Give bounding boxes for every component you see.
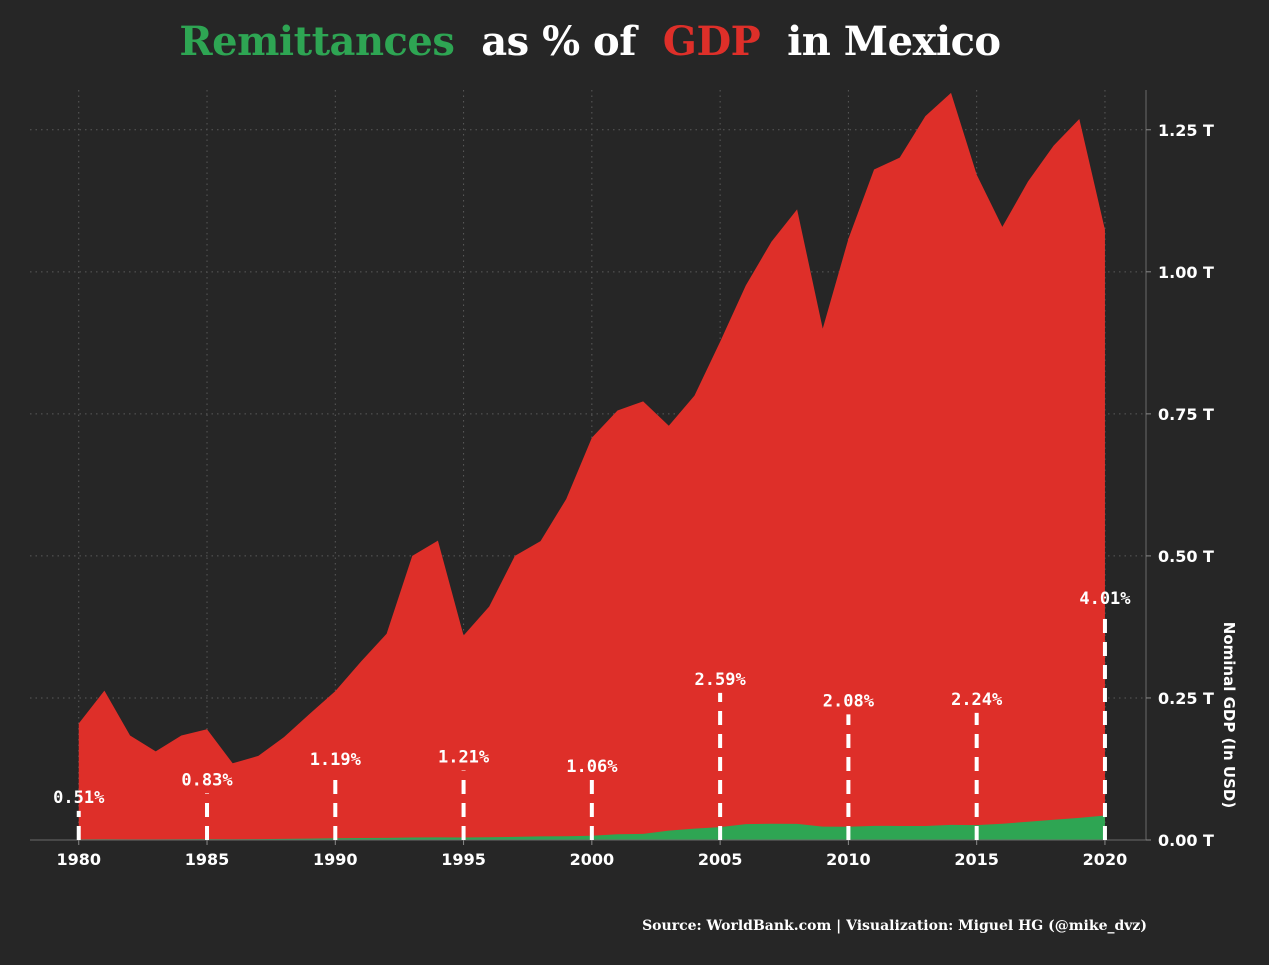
title-in-mexico: in Mexico bbox=[787, 18, 1001, 65]
title-gdp: GDP bbox=[662, 18, 761, 65]
title-as-percent-of: as % of bbox=[481, 18, 636, 65]
x-tick-label: 2015 bbox=[954, 850, 999, 869]
y-tick-label: 0.75 T bbox=[1158, 405, 1214, 424]
gdp-area bbox=[78, 92, 1105, 841]
y-tick-label: 1.25 T bbox=[1158, 121, 1214, 140]
y-axis-label: Nominal GDP (In USD) bbox=[1220, 622, 1238, 808]
annotation-label: 2.59% bbox=[695, 670, 747, 690]
annotation-label: 1.06% bbox=[566, 757, 618, 777]
annotation-label: 0.83% bbox=[181, 770, 233, 790]
x-tick-label: 1985 bbox=[185, 850, 230, 869]
y-tick-label: 0.50 T bbox=[1158, 547, 1214, 566]
y-tick-label: 0.25 T bbox=[1158, 689, 1214, 708]
chart-title: Remittances as % of GDP in Mexico bbox=[0, 18, 1180, 65]
y-tick-label: 0.00 T bbox=[1158, 831, 1214, 850]
annotation-label: 1.19% bbox=[310, 750, 362, 770]
x-tick-label: 1990 bbox=[313, 850, 358, 869]
x-tick-label: 2000 bbox=[570, 850, 615, 869]
y-tick-label: 1.00 T bbox=[1158, 263, 1214, 282]
x-tick-label: 2020 bbox=[1083, 850, 1128, 869]
x-tick-label: 1995 bbox=[441, 850, 486, 869]
title-remittances: Remittances bbox=[179, 18, 455, 65]
annotation-label: 2.24% bbox=[951, 690, 1003, 710]
x-tick-label: 2005 bbox=[698, 850, 743, 869]
annotation-label: 0.51% bbox=[53, 788, 105, 808]
annotation-label: 1.21% bbox=[438, 748, 490, 768]
annotations: 0.51% 0.83% 1.19% 1.21% 1.06% 2.59% 2.08% 2.24%… bbox=[53, 589, 1131, 840]
annotation-label: 4.01% bbox=[1079, 589, 1131, 609]
annotation-label: 2.08% bbox=[823, 691, 875, 711]
axes: 1980 1985 1990 1995 2000 2005 2010 2015 2020 0.00… bbox=[30, 90, 1214, 869]
source-credit: Source: WorldBank.com | Visualization: M… bbox=[642, 918, 1147, 934]
areas bbox=[78, 92, 1105, 841]
x-tick-label: 2010 bbox=[826, 850, 871, 869]
x-tick-label: 1980 bbox=[56, 850, 101, 869]
